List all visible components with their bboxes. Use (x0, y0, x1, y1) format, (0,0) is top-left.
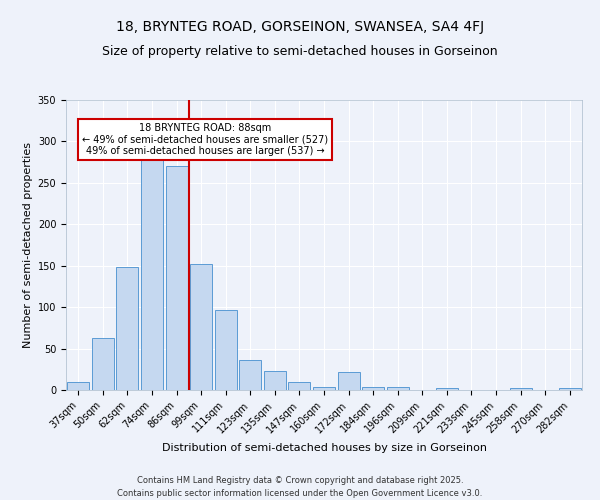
Bar (239, 360, 262, 390)
Text: Size of property relative to semi-detached houses in Gorseinon: Size of property relative to semi-detach… (102, 45, 498, 58)
Y-axis label: Number of semi-detached properties: Number of semi-detached properties (23, 142, 34, 348)
Bar (509, 388, 532, 390)
Text: Contains public sector information licensed under the Open Government Licence v3: Contains public sector information licen… (118, 488, 482, 498)
Bar (386, 386, 409, 390)
X-axis label: Distribution of semi-detached houses by size in Gorseinon: Distribution of semi-detached houses by … (161, 443, 487, 453)
Bar (166, 166, 188, 390)
Bar (436, 388, 458, 390)
Bar (190, 264, 212, 390)
Text: Contains HM Land Registry data © Crown copyright and database right 2025.: Contains HM Land Registry data © Crown c… (137, 476, 463, 485)
Bar (313, 386, 335, 390)
Bar (362, 386, 384, 390)
Bar (338, 372, 359, 390)
Bar (92, 338, 114, 390)
Bar (289, 382, 310, 390)
Bar (264, 371, 286, 390)
Bar (67, 382, 89, 390)
Text: 18, BRYNTEG ROAD, GORSEINON, SWANSEA, SA4 4FJ: 18, BRYNTEG ROAD, GORSEINON, SWANSEA, SA… (116, 20, 484, 34)
Bar (116, 268, 139, 390)
Bar (141, 158, 163, 390)
Bar (559, 388, 581, 390)
Bar (215, 310, 237, 390)
Text: 18 BRYNTEG ROAD: 88sqm
← 49% of semi-detached houses are smaller (527)
49% of se: 18 BRYNTEG ROAD: 88sqm ← 49% of semi-det… (82, 123, 328, 156)
